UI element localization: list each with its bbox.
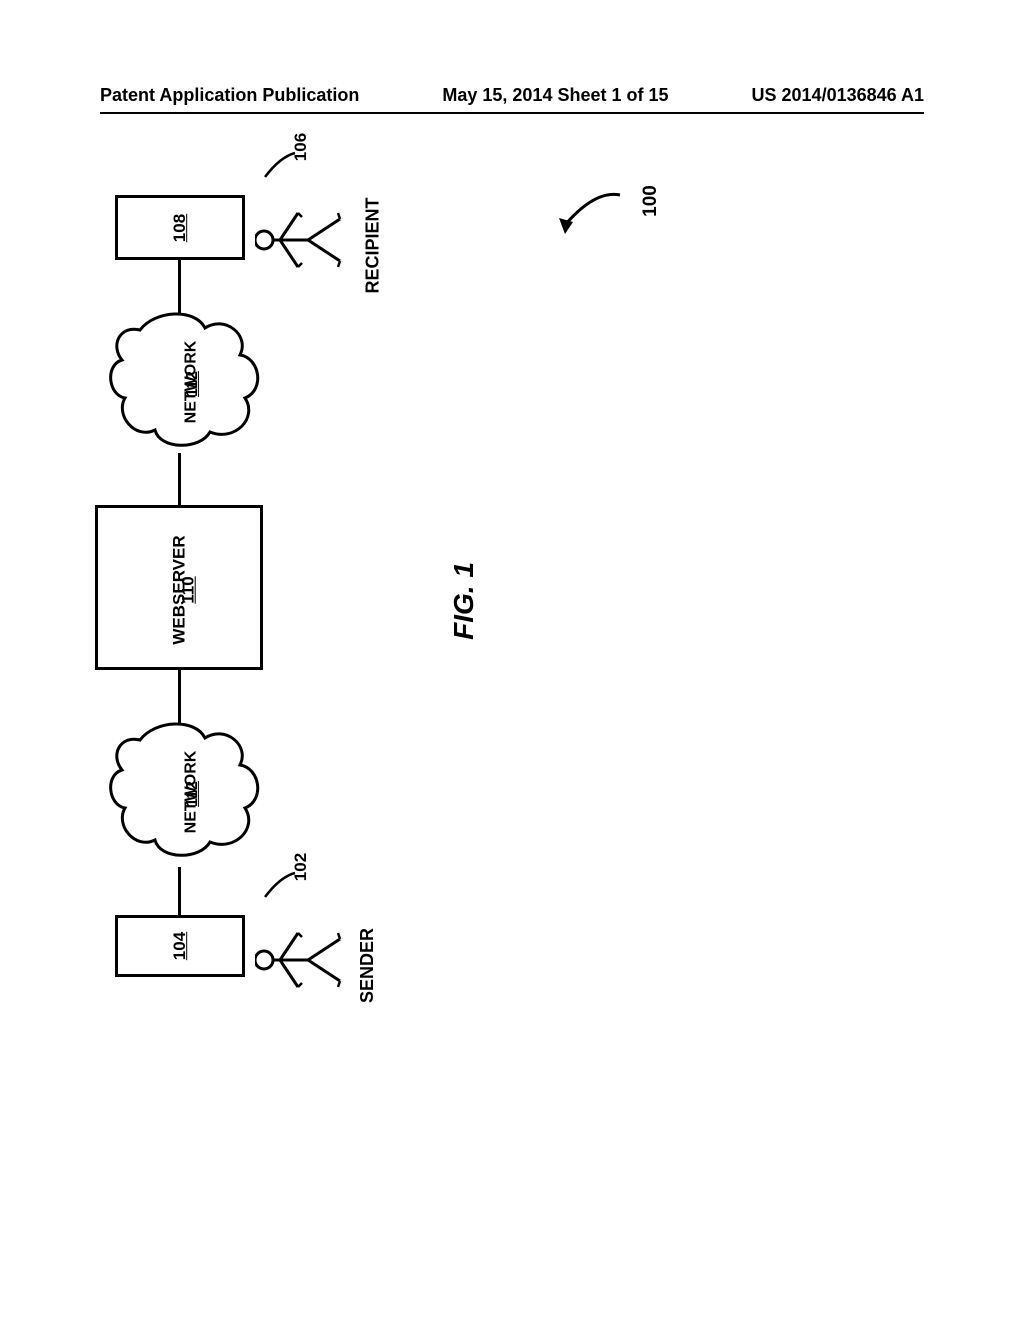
system-diagram: 100 104 NETWORK 112 WEBSERVER 110 NETWOR… [115, 145, 815, 1025]
sender-device-box: 104 [115, 915, 245, 977]
header-left: Patent Application Publication [100, 85, 359, 106]
recipient-device-box: 108 [115, 195, 245, 260]
network-left-ref: 112 [184, 781, 202, 807]
recipient-label: RECIPIENT [363, 197, 384, 293]
recipient-ref: 106 [291, 133, 311, 161]
recipient-icon [255, 190, 345, 290]
header-center: May 15, 2014 Sheet 1 of 15 [442, 85, 668, 106]
system-ref-label: 100 [640, 185, 662, 217]
page-header: Patent Application Publication May 15, 2… [0, 85, 1024, 106]
connector-4 [178, 260, 181, 315]
header-right: US 2014/0136846 A1 [752, 85, 924, 106]
figure-label: FIG. 1 [448, 562, 480, 640]
system-ref-arrow [545, 170, 635, 260]
sender-ref: 102 [291, 853, 311, 881]
webserver-ref: 110 [179, 576, 199, 603]
network-right-ref: 112 [184, 371, 202, 397]
connector-2 [178, 670, 181, 725]
sender-icon [255, 910, 345, 1010]
header-rule [100, 112, 924, 114]
sender-label: SENDER [357, 928, 378, 1003]
